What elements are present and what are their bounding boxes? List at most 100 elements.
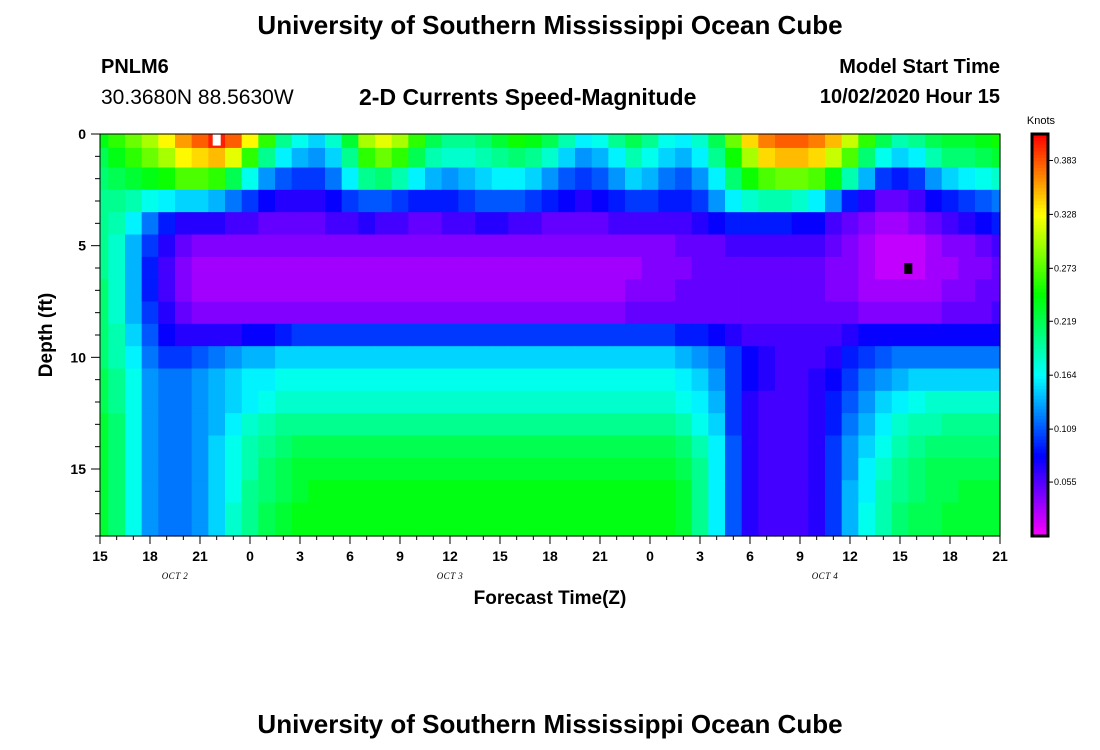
heatmap-cell: [442, 302, 459, 325]
heatmap-cell: [525, 148, 542, 168]
heatmap-cell: [358, 391, 375, 414]
heatmap-cell: [725, 346, 742, 369]
heatmap-cell: [875, 346, 892, 369]
heatmap-cell: [458, 346, 475, 369]
heatmap-cell: [342, 212, 359, 235]
heatmap-cell: [592, 503, 609, 523]
heatmap-cell: [275, 134, 292, 149]
heatmap-cell: [192, 168, 209, 191]
heatmap-cell: [125, 369, 142, 392]
heatmap-cell: [692, 302, 709, 325]
heatmap-cell: [792, 391, 809, 414]
heatmap-cell: [258, 436, 275, 459]
heatmap-cell: [542, 168, 559, 191]
heatmap-cell: [975, 190, 992, 213]
heatmap-cell: [725, 503, 742, 523]
heatmap-cell: [325, 134, 342, 149]
heatmap-cell: [442, 480, 459, 503]
heatmap-cell: [492, 257, 509, 280]
heatmap-cell: [775, 346, 792, 369]
heatmap-cell: [675, 134, 692, 149]
heatmap-cell: [425, 480, 442, 503]
heatmap-cell: [125, 391, 142, 414]
heatmap-cell: [242, 212, 259, 235]
heatmap-cell: [458, 436, 475, 459]
heatmap-cell: [825, 436, 842, 459]
heatmap-cell: [875, 436, 892, 459]
heatmap-cell: [275, 324, 292, 347]
heatmap-cell: [925, 346, 942, 369]
heatmap-cell: [808, 279, 825, 302]
heatmap-cell: [142, 522, 159, 537]
heatmap-cell: [525, 134, 542, 149]
heatmap-cell: [342, 168, 359, 191]
heatmap-cell: [292, 148, 309, 168]
heatmap-cell: [342, 257, 359, 280]
heatmap-cell: [875, 134, 892, 149]
heatmap-cell: [242, 257, 259, 280]
heatmap-cell: [908, 168, 925, 191]
heatmap-cell: [608, 369, 625, 392]
heatmap-cell: [392, 480, 409, 503]
heatmap-cell: [925, 279, 942, 302]
heatmap-cell: [492, 168, 509, 191]
heatmap-cell: [708, 413, 725, 436]
heatmap-cell: [525, 279, 542, 302]
heatmap-cell: [892, 346, 909, 369]
heatmap-cell: [858, 369, 875, 392]
heatmap-cell: [408, 257, 425, 280]
heatmap-cell: [875, 480, 892, 503]
heatmap-cell: [325, 190, 342, 213]
heatmap-cell: [175, 235, 192, 258]
heatmap-cell: [708, 134, 725, 149]
heatmap-cell: [775, 369, 792, 392]
heatmap-cell: [408, 369, 425, 392]
heatmap-cell: [675, 168, 692, 191]
heatmap-cell: [692, 168, 709, 191]
heatmap-cell: [742, 257, 759, 280]
heatmap-cell: [808, 503, 825, 523]
heatmap-cell: [125, 346, 142, 369]
heatmap-cell: [992, 134, 1001, 149]
heatmap-cell: [725, 302, 742, 325]
heatmap-cell: [408, 436, 425, 459]
heatmap-cell: [725, 480, 742, 503]
heatmap-cell: [875, 369, 892, 392]
heatmap-cell: [492, 302, 509, 325]
heatmap-cell: [675, 369, 692, 392]
heatmap-cell: [525, 168, 542, 191]
heatmap-cell: [925, 302, 942, 325]
heatmap-cell: [175, 212, 192, 235]
heatmap-cell: [358, 522, 375, 537]
heatmap-cell: [775, 235, 792, 258]
heatmap-cell: [508, 458, 525, 481]
data-marker: [904, 263, 912, 274]
heatmap-cell: [108, 436, 125, 459]
heatmap-cell: [492, 148, 509, 168]
heatmap-cell: [642, 436, 659, 459]
heatmap-cell: [992, 212, 1001, 235]
x-tick-label: 18: [942, 548, 958, 564]
heatmap-cell: [908, 413, 925, 436]
heatmap-cell: [175, 148, 192, 168]
heatmap-cell: [692, 391, 709, 414]
heatmap-cell: [375, 369, 392, 392]
heatmap-cell: [975, 346, 992, 369]
heatmap-cell: [558, 480, 575, 503]
heatmap-cell: [558, 257, 575, 280]
heatmap-cell: [792, 413, 809, 436]
heatmap-cell: [475, 235, 492, 258]
heatmap-cell: [675, 148, 692, 168]
heatmap-cell: [708, 257, 725, 280]
heatmap-cell: [408, 458, 425, 481]
heatmap-cell: [425, 134, 442, 149]
heatmap-cell: [542, 458, 559, 481]
heatmap-cell: [142, 369, 159, 392]
heatmap-cell: [692, 458, 709, 481]
heatmap-cell: [375, 413, 392, 436]
heatmap-cell: [242, 436, 259, 459]
heatmap-cell: [458, 302, 475, 325]
heatmap-cell: [792, 302, 809, 325]
heatmap-cell: [175, 391, 192, 414]
heatmap-cell: [525, 190, 542, 213]
